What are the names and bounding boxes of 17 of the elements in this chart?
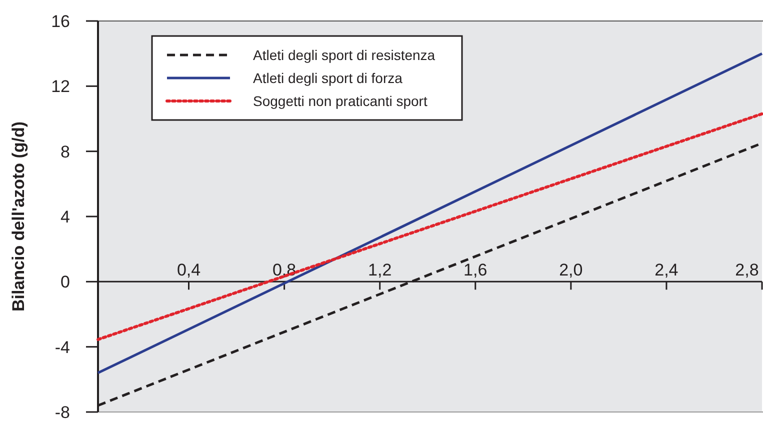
y-tick-label: 4 [60,207,70,226]
x-tick-label: 1,2 [368,260,392,280]
y-tick-label: -4 [54,338,70,357]
x-tick-label: 1,6 [464,260,488,280]
y-tick-label: 0 [60,272,70,292]
y-tick-label: 8 [60,142,70,162]
legend-label: Atleti degli sport di forza [253,70,403,86]
legend-label: Atleti degli sport di resistenza [253,46,436,63]
y-tick-label: 12 [51,77,70,96]
x-tick-label: 2,4 [654,260,678,280]
y-tick-label: 16 [51,12,70,31]
y-tick-label: -8 [54,402,70,422]
legend-label: Soggetti non praticanti sport [253,92,428,109]
x-tick-label: 2,0 [559,260,583,280]
x-tick-label: 0,4 [176,260,201,280]
y-axis-title: Bilancio dell'azoto (g/d) [9,121,28,312]
x-tick-label: 2,8 [735,260,759,280]
